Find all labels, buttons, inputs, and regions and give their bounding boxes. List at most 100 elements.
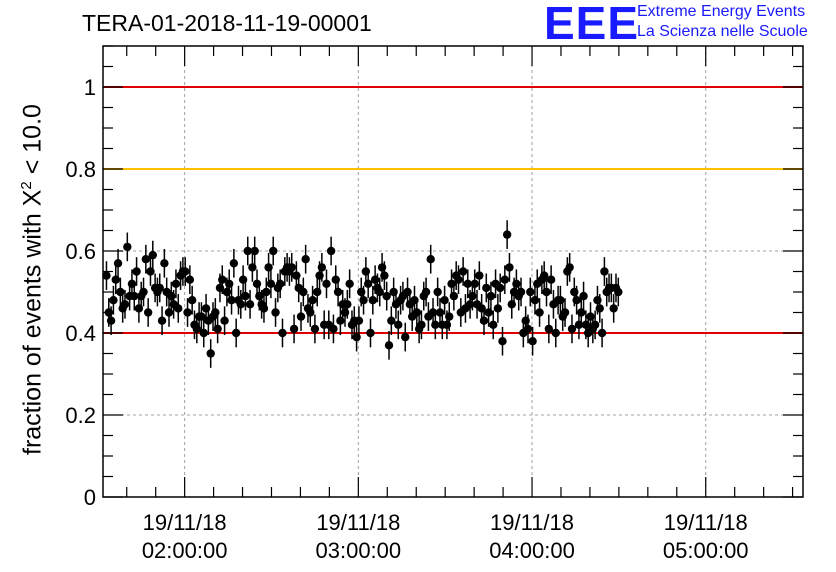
data-point [363,279,373,288]
y-tick-label: 0.2 [65,403,96,428]
data-point [160,259,169,268]
data-point [489,320,498,329]
data-point [220,316,229,325]
y-axis-ticks: 0 0.2 0.4 0.6 0.8 1 [65,45,803,510]
data-point [502,230,512,239]
data-point [236,300,245,309]
data-point [287,263,296,272]
data-point [308,296,317,305]
data-point [387,316,396,325]
data-point [299,287,308,297]
data-point [310,324,320,334]
data-point [595,304,604,313]
y-tick-label: 0.6 [65,239,96,264]
data-point [199,328,208,338]
data-point [109,296,118,305]
data-point [542,287,551,297]
data-point [401,332,410,342]
data-point [479,316,489,325]
data-point [227,296,236,305]
y-axis-label-prefix: fraction of events with [18,213,47,455]
data-point [250,246,259,256]
data-point [567,324,577,334]
data-point [271,308,280,317]
data-point [269,246,278,256]
data-point [354,316,364,325]
data-point [495,283,505,293]
x-tick-label-date: 19/11/18 [664,510,748,535]
x-tick-label-time: 05:00:00 [663,538,749,563]
data-point [296,312,306,321]
data-point [317,263,327,272]
grid-lines [103,46,803,497]
data-point [113,259,123,268]
data-point [535,308,544,317]
data-point [544,324,554,334]
data-point [440,296,449,305]
data-point [326,246,336,256]
y-tick-label: 0 [84,485,96,510]
data-point [572,296,581,305]
reference-lines [103,86,803,334]
x-tick-label-date: 19/11/18 [143,510,227,535]
data-point [366,328,375,338]
data-point [120,300,130,309]
data-point [218,275,227,284]
logo-line-2: La Scienza nelle Scuole [637,23,808,40]
data-point [187,296,197,305]
data-point [421,287,431,297]
data-point [102,271,111,280]
data-point [482,283,491,293]
data-point [449,291,459,301]
data-point [141,255,151,264]
data-point [528,337,537,346]
data-point [241,291,250,301]
data-point [597,328,607,338]
data-point [185,275,195,284]
data-point [498,337,507,346]
x-tick-label-time: 02:00:00 [142,538,228,563]
data-point [106,316,116,325]
y-tick-label: 0.8 [65,157,96,182]
data-point [454,275,463,284]
plot-frame [102,45,804,498]
y-tick-label: 0.4 [65,321,96,346]
data-point [560,308,570,317]
data-point [463,279,472,288]
data-point [565,263,574,272]
data-point [333,287,343,297]
data-point [322,279,331,288]
data-point [516,287,526,297]
data-point [590,320,600,329]
logo-line-1: Extreme Energy Events [637,3,806,20]
data-point [345,279,354,288]
data-point [523,324,533,334]
data-point [359,296,368,305]
y-axis-label-chi: X [18,189,47,207]
data-point [183,308,192,317]
data-point [394,320,403,329]
data-point [130,291,139,301]
data-point [551,328,560,338]
data-point [526,287,535,297]
data-point [329,324,338,334]
data-point [213,324,222,334]
data-point [368,296,378,305]
x-tick-label-time: 04:00:00 [489,538,575,563]
data-point [493,304,503,313]
data-point [384,341,394,350]
data-point [278,328,287,338]
data-point [139,287,148,297]
data-point [181,267,190,276]
y-axis-label-sup: 2 [18,181,35,190]
data-point [266,279,276,288]
data-point [229,259,239,268]
data-point [301,255,310,264]
plot-frame-rect [102,45,804,498]
y-tick-label: 1 [84,75,96,100]
data-point [609,304,618,313]
data-point [275,279,285,288]
data-point [500,275,510,284]
data-point [157,316,167,325]
